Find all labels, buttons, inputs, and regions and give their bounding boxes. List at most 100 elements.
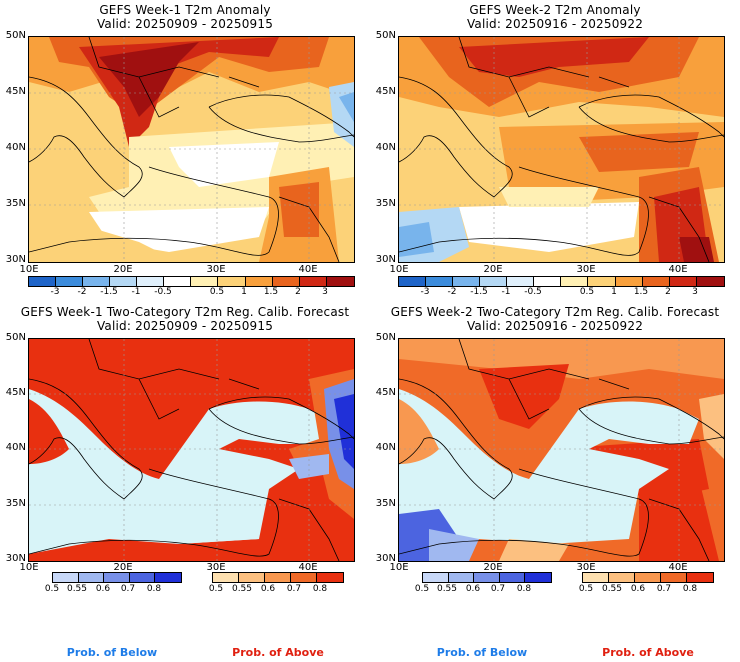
- map-week1-anomaly: [28, 36, 355, 263]
- lat-label: 30N: [375, 254, 396, 265]
- panel-week1-probability: GEFS Week-1 Two-Category T2m Reg. Calib.…: [0, 300, 370, 600]
- lat-label: 30N: [375, 553, 396, 564]
- colorbar-swatch: [245, 277, 273, 286]
- colorbar-swatch: [661, 573, 687, 582]
- colorbar-swatch: [191, 277, 219, 286]
- lon-label: 40E: [298, 562, 318, 573]
- colorbar-tick: -0.5: [524, 287, 542, 297]
- lat-label: 40N: [375, 442, 396, 453]
- colorbar-swatch: [588, 277, 616, 286]
- lat-label: 45N: [5, 86, 26, 97]
- map-week2-anomaly: [398, 36, 725, 263]
- lat-label: 30N: [5, 254, 26, 265]
- lat-label: 40N: [5, 442, 26, 453]
- colorbar-swatch: [525, 573, 551, 582]
- colorbar-tick: 0.55: [601, 584, 623, 594]
- colorbar-swatch: [317, 573, 343, 582]
- colorbar-swatch: [583, 573, 609, 582]
- colorbar-swatch: [499, 573, 526, 582]
- colorbar-tick: -0.5: [154, 287, 172, 297]
- panel-title: GEFS Week-2 Two-Category T2m Reg. Calib.…: [390, 305, 720, 319]
- above-colorbar: [212, 572, 344, 583]
- lat-label: 40N: [5, 142, 26, 153]
- colorbar-swatch: [609, 573, 635, 582]
- colorbar-swatch: [687, 573, 713, 582]
- colorbar-tick: 0.7: [490, 584, 506, 594]
- lat-label: 45N: [375, 387, 396, 398]
- map-week1-probability: [28, 338, 355, 562]
- colorbar-tick: 0.8: [312, 584, 328, 594]
- lat-label: 35N: [375, 198, 396, 209]
- colorbar-swatch: [129, 573, 156, 582]
- lon-label: 30E: [206, 264, 226, 275]
- panel-week2-anomaly: GEFS Week-2 T2m Anomaly Valid: 20250916 …: [370, 0, 740, 300]
- lat-label: 35N: [375, 498, 396, 509]
- colorbar-swatch: [426, 277, 454, 286]
- colorbar-swatch: [104, 573, 130, 582]
- colorbar-swatch: [239, 573, 265, 582]
- panel-valid-dates: Valid: 20250909 - 20250915: [96, 17, 274, 31]
- lat-label: 45N: [5, 387, 26, 398]
- colorbar-swatch: [53, 573, 79, 582]
- lon-label: 10E: [19, 562, 39, 573]
- colorbar-swatch: [696, 277, 724, 286]
- colorbar-swatch: [448, 573, 475, 582]
- colorbar-swatch: [326, 277, 354, 286]
- lat-label: 50N: [5, 332, 26, 343]
- colorbar-tick: -2: [77, 287, 87, 297]
- colorbar-tick: 0.6: [95, 584, 111, 594]
- colorbar-swatch: [272, 277, 300, 286]
- colorbar-tick: 0.6: [260, 584, 276, 594]
- colorbar-tick: 0.5: [579, 287, 595, 297]
- lon-label: 20E: [483, 562, 503, 573]
- colorbar-tick: 0.7: [656, 584, 672, 594]
- panel-valid-dates: Valid: 20250916 - 20250922: [466, 319, 644, 333]
- anomaly-colorbar: [28, 276, 355, 287]
- colorbar-tick: 0.5: [209, 287, 225, 297]
- lon-label: 20E: [113, 264, 133, 275]
- colorbar-swatch: [423, 573, 449, 582]
- map-week2-probability: [398, 338, 725, 562]
- lat-label: 35N: [5, 498, 26, 509]
- colorbar-swatch: [265, 573, 291, 582]
- colorbar-swatch: [615, 277, 643, 286]
- colorbar-tick: 2: [295, 287, 301, 297]
- lat-label: 40N: [375, 142, 396, 153]
- colorbar-swatch: [137, 277, 165, 286]
- colorbar-swatch: [213, 573, 239, 582]
- colorbar-tick: 2: [665, 287, 671, 297]
- colorbar-swatch: [480, 277, 508, 286]
- prob-above-label: Prob. of Above: [602, 646, 694, 659]
- colorbar-tick: 1: [611, 287, 617, 297]
- colorbar-tick: 0.5: [578, 584, 594, 594]
- colorbar-tick: 1: [241, 287, 247, 297]
- colorbar-tick: -1.5: [100, 287, 118, 297]
- colorbar-tick: 0.7: [286, 584, 302, 594]
- colorbar-tick: 1.5: [633, 287, 649, 297]
- colorbar-swatch: [83, 277, 111, 286]
- colorbar-swatch: [218, 277, 246, 286]
- lat-label: 35N: [5, 198, 26, 209]
- panel-title: GEFS Week-2 T2m Anomaly: [469, 3, 641, 17]
- colorbar-swatch: [534, 277, 562, 286]
- lon-label: 40E: [668, 264, 688, 275]
- panel-title: GEFS Week-1 T2m Anomaly: [99, 3, 271, 17]
- lon-label: 20E: [113, 562, 133, 573]
- colorbar-swatch: [56, 277, 84, 286]
- below-colorbar: [422, 572, 552, 583]
- colorbar-swatch: [78, 573, 105, 582]
- lon-label: 10E: [389, 264, 409, 275]
- colorbar-swatch: [635, 573, 661, 582]
- prob-below-label: Prob. of Below: [436, 646, 528, 659]
- colorbar-swatch: [29, 277, 57, 286]
- colorbar-tick: 0.5: [414, 584, 430, 594]
- colorbar-swatch: [642, 277, 670, 286]
- colorbar-tick: 0.55: [66, 584, 88, 594]
- panel-week2-probability: GEFS Week-2 Two-Category T2m Reg. Calib.…: [370, 300, 740, 600]
- colorbar-tick: -3: [420, 287, 430, 297]
- colorbar-swatch: [399, 277, 427, 286]
- colorbar-tick: -1: [131, 287, 141, 297]
- colorbar-tick: -2: [447, 287, 457, 297]
- lat-label: 50N: [5, 30, 26, 41]
- colorbar-tick: 3: [322, 287, 328, 297]
